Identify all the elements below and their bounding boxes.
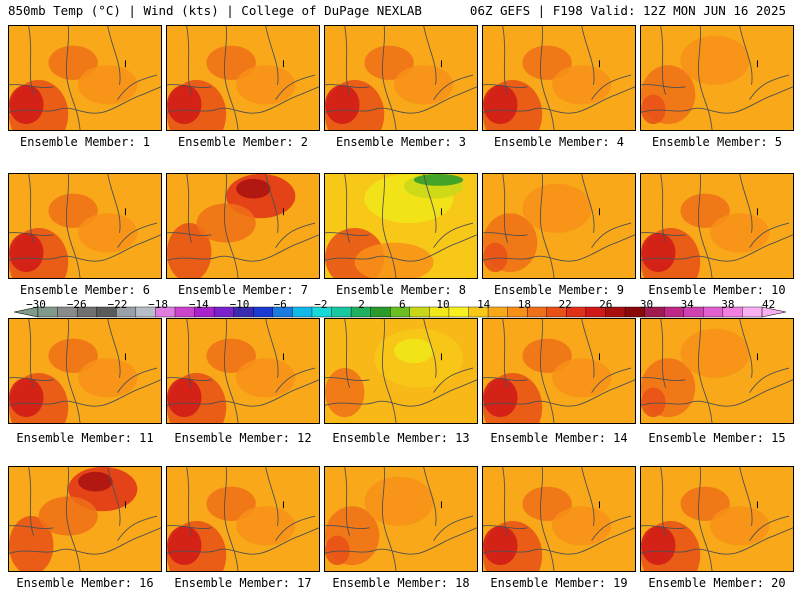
colorbar-swatch — [390, 306, 411, 318]
panel-label: Ensemble Member: 1 — [19, 135, 151, 149]
panel-label: Ensemble Member: 9 — [493, 283, 625, 297]
map-panel-13 — [324, 318, 478, 424]
panel-label: Ensemble Member: 5 — [651, 135, 783, 149]
colorbar-swatch — [624, 306, 646, 318]
colorbar-swatch — [213, 306, 235, 318]
map-panel-10 — [640, 173, 794, 279]
map-panel-14 — [482, 318, 636, 424]
colorbar-swatch — [507, 306, 528, 318]
colorbar-swatch — [292, 306, 313, 318]
colorbar-swatch — [546, 306, 567, 318]
panel-label: Ensemble Member: 20 — [648, 576, 786, 590]
colorbar-swatch — [585, 306, 606, 318]
colorbar-swatch — [448, 306, 469, 318]
map-panel-2 — [166, 25, 320, 131]
panel-label: Ensemble Member: 17 — [174, 576, 312, 590]
colorbar-swatch — [272, 306, 293, 318]
colorbar-swatch — [135, 306, 156, 318]
colorbar-swatch — [409, 306, 430, 318]
colorbar-swatch — [37, 306, 59, 318]
map-panel-6 — [8, 173, 162, 279]
valid-time: 06Z GEFS | F198 Valid: 12Z MON JUN 16 20… — [469, 3, 786, 18]
map-panel-7 — [166, 173, 320, 279]
panel-label: Ensemble Member: 19 — [490, 576, 628, 590]
colorbar-swatch — [526, 306, 548, 318]
colorbar-swatch — [683, 306, 704, 318]
map-panel-18 — [324, 466, 478, 572]
colorbar-swatch — [566, 306, 587, 318]
panel-label: Ensemble Member: 16 — [16, 576, 154, 590]
panel-label: Ensemble Member: 15 — [648, 431, 786, 445]
colorbar-swatch — [722, 306, 743, 318]
map-panel-16 — [8, 466, 162, 572]
colorbar-swatch — [96, 306, 117, 318]
panel-label: Ensemble Member: 10 — [648, 283, 786, 297]
map-panel-1 — [8, 25, 162, 131]
colorbar-swatch — [468, 306, 489, 318]
panel-label: Ensemble Member: 8 — [335, 283, 467, 297]
map-panel-8 — [324, 173, 478, 279]
map-panel-15 — [640, 318, 794, 424]
colorbar-swatch — [233, 306, 254, 318]
colorbar-swatch — [311, 306, 333, 318]
map-panel-5 — [640, 25, 794, 131]
map-panel-3 — [324, 25, 478, 131]
colorbar-swatch — [703, 306, 724, 318]
colorbar-swatch — [742, 306, 763, 318]
map-panel-11 — [8, 318, 162, 424]
colorbar-swatch — [57, 306, 78, 318]
panel-label: Ensemble Member: 3 — [335, 135, 467, 149]
map-panel-12 — [166, 318, 320, 424]
map-panel-17 — [166, 466, 320, 572]
map-panel-20 — [640, 466, 794, 572]
colorbar-swatch — [155, 306, 176, 318]
panel-label: Ensemble Member: 14 — [490, 431, 628, 445]
colorbar-swatch — [605, 306, 626, 318]
panel-label: Ensemble Member: 6 — [19, 283, 151, 297]
panel-label: Ensemble Member: 4 — [493, 135, 625, 149]
colorbar-swatch — [644, 306, 665, 318]
colorbar-swatch — [76, 306, 98, 318]
panel-label: Ensemble Member: 13 — [332, 431, 470, 445]
panel-label: Ensemble Member: 2 — [177, 135, 309, 149]
colorbar-swatch — [429, 306, 450, 318]
colorbar-swatch — [331, 306, 352, 318]
colorbar-swatch — [663, 306, 685, 318]
panel-label: Ensemble Member: 7 — [177, 283, 309, 297]
colorbar-swatch — [116, 306, 137, 318]
panel-label: Ensemble Member: 11 — [16, 431, 154, 445]
colorbar-swatch — [174, 306, 196, 318]
colorbar-swatch — [350, 306, 372, 318]
chart-title: 850mb Temp (°C) | Wind (kts) | College o… — [8, 3, 422, 18]
map-panel-9 — [482, 173, 636, 279]
colorbar-swatch — [487, 306, 509, 318]
colorbar-swatch — [253, 306, 274, 318]
colorbar-swatch — [370, 306, 391, 318]
map-panel-19 — [482, 466, 636, 572]
map-panel-4 — [482, 25, 636, 131]
colorbar-swatch — [194, 306, 215, 318]
panel-label: Ensemble Member: 18 — [332, 576, 470, 590]
panel-label: Ensemble Member: 12 — [174, 431, 312, 445]
temperature-colorbar — [14, 306, 786, 318]
